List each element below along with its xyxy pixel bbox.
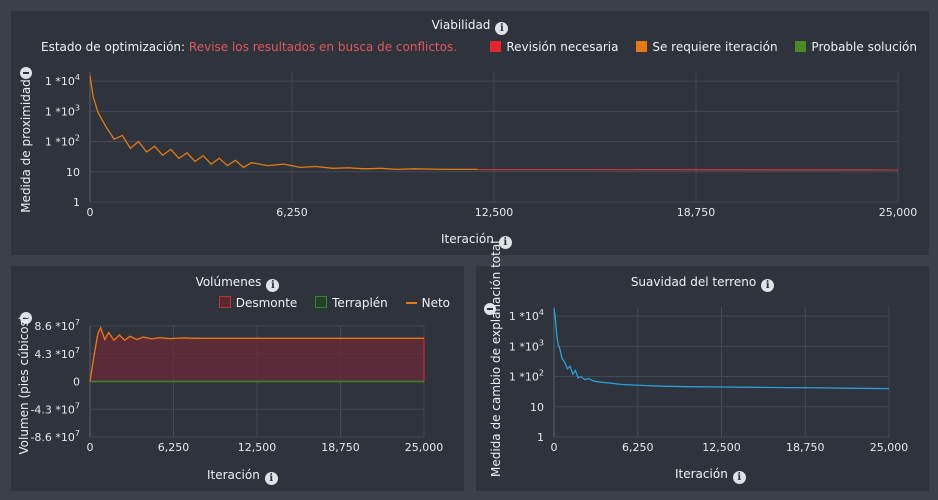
- x-tick-label: 0: [87, 441, 94, 454]
- x-tick-label: 0: [87, 206, 94, 219]
- legend-swatch: [405, 302, 417, 304]
- collapse-icon[interactable]: [20, 312, 32, 324]
- y-tick-label: 4.3 *107: [34, 346, 80, 361]
- volumenes-panel: Volúmenes i Desmonte Terraplén Neto Volum…: [11, 266, 464, 491]
- proximity-series-line: [89, 75, 478, 171]
- collapse-icon[interactable]: [20, 67, 32, 79]
- suavidad-title-wrap: Suavidad del terreno i: [476, 275, 929, 292]
- info-icon[interactable]: i: [495, 22, 509, 35]
- y-tick-label: 8.6 *107: [34, 318, 80, 333]
- legend-swatch: [636, 41, 648, 52]
- y-tick-label: 10: [530, 401, 544, 414]
- legend-label: Neto: [421, 296, 450, 310]
- legend-swatch: [315, 296, 328, 308]
- viabilidad-panel: Viabilidad i Estado de optimización: Revi…: [11, 11, 929, 255]
- x-tick-label: 25,000: [879, 206, 918, 219]
- x-tick-label: 12,500: [238, 441, 277, 454]
- legend-label: Se requiere iteración: [652, 40, 778, 54]
- legend-item-desmonte[interactable]: Desmonte: [218, 296, 298, 310]
- volumenes-legend: Desmonte Terraplén Neto: [205, 296, 450, 310]
- y-tick-label: 1: [73, 196, 80, 209]
- viabilidad-xlabel-wrap: Iteración i: [441, 232, 512, 249]
- neto-line: [89, 326, 424, 382]
- legend-label: Terraplén: [332, 296, 388, 310]
- info-icon[interactable]: i: [498, 236, 512, 249]
- legend-swatch: [490, 41, 502, 52]
- legend-swatch: [795, 41, 807, 52]
- viabilidad-chart: 0 6,250 12,500 18,750 25,000 1 *104 1 *103 1 *1…: [45, 72, 918, 219]
- legend-item-solucion[interactable]: Probable solución: [795, 40, 917, 54]
- y-tick-label: 1 *102: [45, 134, 80, 149]
- y-tick-label: 0: [73, 376, 80, 389]
- y-tick-label: 1 *103: [509, 338, 544, 353]
- info-icon[interactable]: i: [266, 279, 280, 292]
- y-tick-label: 1 *103: [45, 103, 80, 118]
- x-tick-label: 25,000: [870, 441, 909, 454]
- y-tick-label: 1 *104: [509, 308, 544, 323]
- x-tick-label: 6,250: [158, 441, 190, 454]
- x-tick-label: 12,500: [475, 206, 514, 219]
- suavidad-xlabel: Iteración: [675, 467, 728, 481]
- volumenes-xlabel: Iteración: [207, 468, 260, 482]
- x-tick-label: 6,250: [622, 441, 654, 454]
- volumenes-title-wrap: Volúmenes i: [11, 275, 464, 292]
- volumenes-chart: 0 6,250 12,500 18,750 25,000 8.6 *107 4.3 *107…: [30, 318, 444, 454]
- suavidad-chart: 0 6,250 12,500 18,750 25,000 1 *104 1 *103 1 *1…: [509, 307, 909, 454]
- y-tick-label: 10: [66, 166, 80, 179]
- info-icon[interactable]: i: [732, 471, 746, 484]
- legend-label: Desmonte: [235, 296, 298, 310]
- viabilidad-title: Viabilidad: [431, 18, 491, 32]
- legend-label: Probable solución: [811, 40, 917, 54]
- y-tick-label: 1 *102: [509, 369, 544, 384]
- legend-item-neto[interactable]: Neto: [405, 296, 450, 310]
- y-tick-label: 1 *104: [45, 73, 80, 88]
- legend-item-terraplen[interactable]: Terraplén: [315, 296, 388, 310]
- optimization-status: Estado de optimización: Revise los resul…: [41, 40, 457, 54]
- y-tick-label: -4.3 *107: [30, 401, 80, 416]
- legend-swatch: [218, 296, 231, 308]
- status-message: Revise los resultados en busca de confli…: [188, 40, 458, 54]
- x-tick-label: 6,250: [276, 206, 308, 219]
- x-tick-label: 12,500: [702, 441, 741, 454]
- collapse-icon[interactable]: [484, 303, 496, 315]
- legend-label: Revisión necesaria: [506, 40, 619, 54]
- suavidad-xlabel-wrap: Iteración i: [675, 467, 746, 484]
- viabilidad-xlabel: Iteración: [441, 232, 494, 246]
- x-tick-label: 18,750: [786, 441, 825, 454]
- info-icon[interactable]: i: [761, 279, 775, 292]
- status-label: Estado de optimización:: [41, 40, 186, 54]
- viabilidad-title-wrap: Viabilidad i: [11, 18, 929, 35]
- y-tick-label: 1: [537, 431, 544, 444]
- suavidad-title: Suavidad del terreno: [630, 275, 757, 289]
- viabilidad-legend: Revisión necesaria Se requiere iteración…: [476, 40, 917, 54]
- x-tick-label: 0: [551, 441, 558, 454]
- x-tick-label: 18,750: [677, 206, 716, 219]
- suavidad-panel: Suavidad del terreno i Medida de cambio d…: [476, 240, 929, 491]
- volumenes-xlabel-wrap: Iteración i: [207, 468, 278, 485]
- info-icon[interactable]: i: [264, 472, 278, 485]
- legend-item-iteracion[interactable]: Se requiere iteración: [636, 40, 778, 54]
- smoothness-series-line: [553, 308, 890, 390]
- x-tick-label: 18,750: [321, 441, 360, 454]
- legend-item-revision[interactable]: Revisión necesaria: [490, 40, 619, 54]
- y-tick-label: -8.6 *107: [30, 429, 80, 444]
- volumenes-title: Volúmenes: [195, 275, 262, 289]
- x-tick-label: 25,000: [405, 441, 444, 454]
